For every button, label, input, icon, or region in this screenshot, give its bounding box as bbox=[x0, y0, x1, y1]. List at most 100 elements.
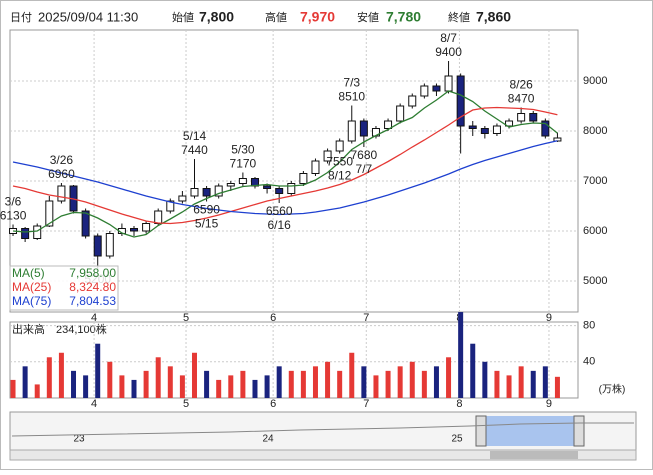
header: 日付 2025/09/04 11:30 始値 7,800 高値 7,970 安値… bbox=[10, 9, 511, 25]
candle-body bbox=[384, 120, 393, 129]
candle-body bbox=[311, 160, 320, 174]
x-tick-label: 9 bbox=[546, 398, 552, 410]
volume-bar bbox=[191, 352, 197, 398]
volume-bar bbox=[71, 370, 77, 398]
candle-body bbox=[468, 125, 477, 129]
candle-body bbox=[299, 173, 308, 184]
x-tick-label: 5 bbox=[183, 398, 189, 410]
volume-bar bbox=[216, 379, 222, 398]
volume-bar bbox=[228, 375, 234, 398]
volume-bar bbox=[506, 375, 512, 398]
navigator-handle[interactable] bbox=[573, 415, 585, 447]
x-tick-label: 8 bbox=[456, 398, 462, 410]
volume-bar bbox=[446, 357, 452, 398]
candle-body bbox=[93, 235, 102, 257]
legend-value: 8,324.80 bbox=[69, 280, 116, 294]
volume-bar bbox=[482, 361, 488, 398]
candle-body bbox=[541, 120, 550, 137]
label: 始値 bbox=[172, 10, 194, 24]
candle-body bbox=[432, 85, 441, 92]
navigator-selection[interactable] bbox=[482, 416, 582, 446]
annotation-date: 8/12 bbox=[328, 169, 352, 183]
candle-body bbox=[492, 125, 501, 134]
ma-line bbox=[12, 90, 558, 238]
y-tick-label: 9000 bbox=[583, 75, 607, 87]
x-tick-label: 7 bbox=[363, 398, 369, 410]
volume-bar bbox=[337, 370, 343, 398]
candle-body bbox=[190, 188, 199, 197]
legend-value: 7,804.53 bbox=[69, 294, 116, 308]
y-tick-label: 80 bbox=[583, 320, 595, 332]
label: 日付 bbox=[10, 11, 32, 24]
legend-name: MA(5) bbox=[12, 266, 45, 280]
candle-body bbox=[553, 137, 562, 142]
volume-bar bbox=[288, 370, 294, 398]
candle-body bbox=[529, 113, 538, 122]
annotation-date: 5/14 bbox=[183, 129, 207, 143]
annotation-date: 3/26 bbox=[50, 153, 74, 167]
navigator-handle[interactable] bbox=[475, 415, 487, 447]
volume-bar bbox=[494, 370, 500, 398]
volume-bar bbox=[252, 379, 258, 398]
scroll-thumb[interactable] bbox=[490, 451, 578, 459]
candle-body bbox=[408, 95, 417, 107]
volume-bar bbox=[34, 384, 40, 398]
candle-body bbox=[238, 178, 247, 184]
annotation-price: 6560 bbox=[266, 204, 293, 218]
volume-bar bbox=[22, 366, 28, 398]
annotation-price: 9400 bbox=[435, 45, 462, 59]
volume-bar bbox=[155, 357, 161, 398]
candle-body bbox=[130, 228, 139, 232]
candle-body bbox=[226, 183, 235, 187]
volume-bar bbox=[542, 366, 548, 398]
annotation-price: 8470 bbox=[508, 92, 535, 106]
y-tick-label: 6000 bbox=[583, 225, 607, 237]
volume-bar bbox=[83, 375, 89, 398]
volume-bar bbox=[458, 312, 464, 398]
annotation-date: 8/26 bbox=[509, 78, 533, 92]
volume-bar bbox=[433, 366, 439, 398]
candle-body bbox=[166, 200, 175, 212]
volume-bar bbox=[107, 361, 113, 398]
volume-bar bbox=[167, 366, 173, 398]
volume-bar bbox=[421, 370, 427, 398]
y-tick-label: 5000 bbox=[583, 275, 607, 287]
ma-line bbox=[12, 106, 558, 225]
value: 7,860 bbox=[476, 9, 511, 25]
annotation-date: 6/16 bbox=[268, 218, 292, 232]
annotation-price: 7170 bbox=[230, 157, 257, 171]
candle-body bbox=[45, 200, 54, 227]
candle-body bbox=[263, 185, 272, 189]
candle-body bbox=[21, 228, 30, 239]
candle-body bbox=[33, 225, 42, 239]
annotation-date: 5/15 bbox=[195, 217, 219, 231]
candle-body bbox=[359, 120, 368, 137]
annotation-price: 6960 bbox=[48, 167, 75, 181]
y-tick-label: 7000 bbox=[583, 175, 607, 187]
volume-bar bbox=[554, 376, 560, 398]
price-panel bbox=[9, 29, 579, 313]
scrollbar[interactable] bbox=[9, 449, 637, 461]
volume-bar bbox=[361, 366, 367, 398]
volume-bar bbox=[518, 366, 524, 398]
volume-latest: 234,100株 bbox=[56, 322, 107, 336]
annotation-price: 6590 bbox=[193, 203, 220, 217]
annotation-date: 8/7 bbox=[440, 31, 457, 45]
volume-bar bbox=[179, 375, 185, 398]
navigator-line bbox=[11, 422, 634, 437]
annotation-date: 5/30 bbox=[231, 143, 255, 157]
volume-bar bbox=[143, 370, 149, 398]
candle-body bbox=[57, 185, 66, 202]
legend-name: MA(75) bbox=[12, 294, 51, 308]
x-tick-label: 4 bbox=[91, 312, 97, 324]
candle-body bbox=[396, 105, 405, 122]
candle-body bbox=[347, 120, 356, 142]
volume-bar bbox=[58, 352, 64, 398]
candle-body bbox=[517, 113, 526, 122]
label: 終値 bbox=[448, 10, 470, 24]
candle-body bbox=[480, 128, 489, 134]
annotation-date: 3/6 bbox=[5, 195, 22, 209]
